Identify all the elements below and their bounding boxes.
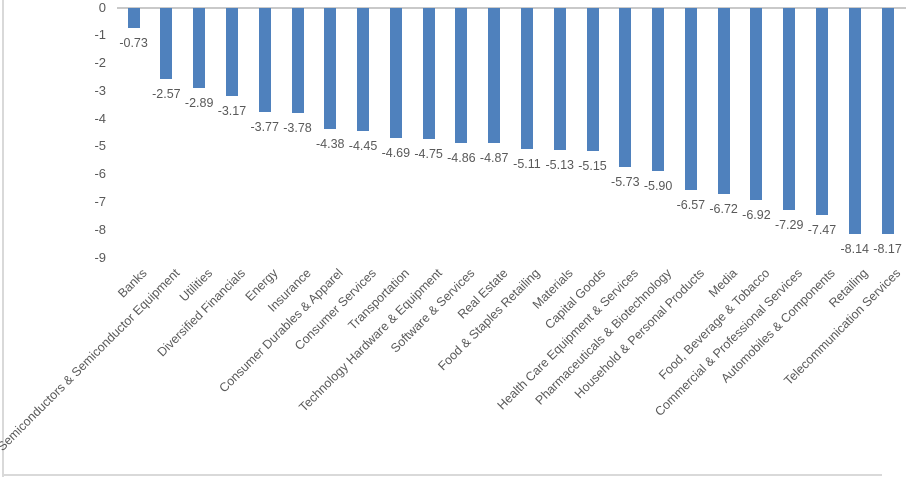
y-tick-label: 0 (98, 0, 106, 15)
bar-value-label: -3.78 (283, 120, 312, 135)
bar (225, 7, 238, 96)
bar (324, 7, 337, 130)
worksheet-bottom-border-line (2, 474, 882, 476)
bar (881, 7, 894, 235)
bar (586, 7, 599, 151)
bar (422, 7, 435, 140)
y-tick-label: -5 (94, 138, 106, 154)
bar-value-label: -0.73 (119, 35, 148, 50)
bar-value-label: -6.72 (709, 202, 738, 217)
bar-value-label: -7.29 (774, 218, 804, 233)
y-tick-label: -3 (94, 82, 106, 98)
bar-value-label: -5.90 (643, 179, 673, 194)
bar-value-label: -2.57 (152, 86, 181, 101)
bar (258, 7, 271, 113)
y-tick-label: -6 (94, 166, 106, 182)
y-tick-label: -8 (94, 221, 106, 237)
bar (619, 7, 632, 167)
bar-value-label: -5.11 (513, 157, 541, 172)
zero-axis-line (117, 7, 906, 9)
bar-value-label: -3.17 (217, 103, 247, 118)
bar-value-label: -4.87 (479, 150, 509, 165)
bar (848, 7, 861, 234)
bar (488, 7, 501, 143)
bar (553, 7, 566, 150)
bar-value-label: -8.17 (873, 242, 902, 257)
bar (750, 7, 763, 200)
y-tick-label: -9 (94, 249, 106, 265)
bar-value-label: -4.45 (348, 139, 378, 154)
bar (127, 7, 140, 28)
bar (160, 7, 173, 79)
bar-value-label: -8.14 (840, 241, 870, 256)
y-tick-label: -7 (94, 193, 106, 209)
bar-value-label: -4.75 (414, 147, 443, 162)
x-category-label: Semiconductors & Semiconductor Equipment (0, 266, 183, 454)
y-tick-label: -4 (94, 110, 106, 126)
bar-value-label: -4.38 (316, 137, 345, 152)
bar (652, 7, 665, 172)
y-tick-label: -1 (94, 27, 106, 43)
bar-value-label: -7.47 (807, 223, 837, 238)
bar (455, 7, 468, 143)
bar-value-label: -5.73 (611, 174, 640, 189)
bar (389, 7, 402, 138)
bar-value-label: -5.13 (545, 158, 574, 172)
bar (684, 7, 697, 190)
bar-value-label: -6.57 (676, 198, 706, 212)
bar (291, 7, 304, 113)
y-tick-label: -2 (94, 55, 106, 71)
bar-value-label: -4.69 (381, 145, 411, 160)
bar (783, 7, 796, 211)
bar-value-label: -3.77 (250, 120, 279, 135)
bar (717, 7, 730, 195)
bar-value-label: -4.86 (447, 150, 476, 165)
worksheet-left-border-line (2, 0, 4, 477)
bar-value-label: -2.89 (184, 95, 214, 110)
bar (815, 7, 828, 216)
bar (520, 7, 533, 150)
bar-value-label: -5.15 (578, 158, 607, 173)
bar-value-label: -6.92 (742, 207, 771, 222)
bar (193, 7, 206, 88)
bar (357, 7, 370, 132)
